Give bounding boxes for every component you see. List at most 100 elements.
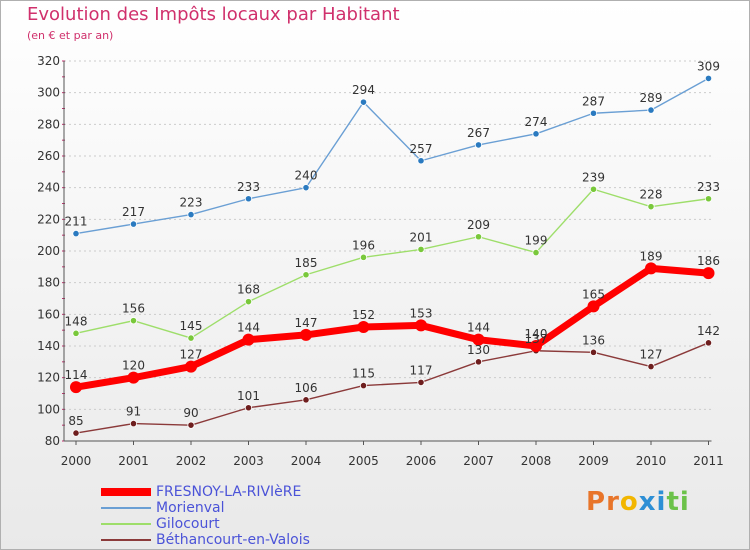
x-tick-label: 2001 [118,454,149,468]
data-point [357,321,370,333]
data-label: 127 [180,348,203,362]
data-point [704,195,713,203]
data-point [300,328,312,341]
data-point [704,339,713,347]
legend-swatch [101,507,151,509]
data-label: 168 [237,283,260,297]
chart-title: Evolution des Impôts locaux par Habitant [27,4,400,25]
series-line [75,264,709,391]
x-tick-label: 2007 [463,454,494,468]
data-point [72,229,80,238]
data-label: 127 [640,348,663,362]
data-label: 201 [410,230,433,244]
data-point [647,203,655,211]
legend-label: Morienval [156,500,225,516]
logo-letter: i [679,487,690,517]
data-point [244,404,253,412]
y-tick-label: 160 [37,307,60,321]
data-label: 106 [295,381,318,395]
data-label: 189 [640,249,663,263]
data-label: 147 [295,316,318,330]
data-label: 267 [467,126,490,140]
data-label: 85 [68,414,83,428]
logo-letter: r [606,487,620,517]
data-point [530,340,542,352]
legend-swatch [101,523,151,525]
data-point [647,362,655,371]
legend-label: Béthancourt-en-Valois [156,532,310,548]
legend-swatch [101,488,151,496]
data-label: 185 [295,256,318,270]
data-label: 233 [237,180,260,194]
data-label: 196 [352,238,375,252]
data-point [417,245,425,254]
x-tick-label: 2003 [233,454,264,468]
data-label: 137 [525,332,548,346]
data-point [187,210,195,219]
data-label: 115 [352,367,375,381]
data-label: 153 [410,306,433,320]
data-label: 91 [126,405,141,419]
data-point [417,378,425,387]
data-point [129,419,138,428]
data-point [472,333,485,346]
chart-subtitle: (en € et par an) [27,29,114,42]
series-line [75,188,709,339]
y-tick-label: 300 [37,86,60,100]
data-label: 140 [525,327,548,341]
x-tick-label: 2008 [521,454,552,468]
proxiti-logo: Proxiti [586,487,690,517]
series-line [75,77,709,235]
y-tick-label: 100 [37,402,60,416]
data-label: 240 [295,169,318,183]
data-point [244,195,253,203]
data-point [244,298,253,306]
data-point [185,360,197,373]
data-point [129,220,138,228]
data-label: 148 [65,314,88,328]
data-point [72,329,80,337]
data-label: 156 [122,302,145,316]
data-label: 287 [582,94,605,108]
data-point [187,421,195,429]
data-label: 186 [697,254,720,268]
series-lines [70,74,715,437]
data-label: 257 [410,142,433,156]
data-labels: 114 120 127 144 147 152 153 144 140 165 189 186 211 2… [65,59,720,428]
data-point [417,157,425,165]
logo-letter: o [619,487,639,517]
y-tick-label: 80 [45,434,60,448]
data-label: 274 [525,115,548,129]
y-tick-label: 180 [37,276,60,290]
axes [62,60,712,445]
data-point [645,262,657,275]
y-tick-label: 240 [37,181,60,195]
data-label: 144 [467,321,490,335]
data-point [302,184,310,192]
data-point [302,271,310,279]
x-tick-label: 2004 [291,454,322,468]
legend-label: Gilocourt [156,516,220,532]
data-point [359,253,368,261]
data-label: 199 [525,234,548,248]
x-tick-label: 2005 [348,454,379,468]
data-point [532,248,540,257]
data-point [187,334,195,342]
y-tick-label: 280 [37,117,60,131]
data-point [704,74,713,83]
logo-letter: P [586,487,607,517]
data-label: 289 [640,91,663,105]
x-tick-label: 2002 [176,454,207,468]
data-label: 114 [65,368,88,382]
x-tick-label: 2009 [578,454,609,468]
logo-letter: t [666,487,680,517]
data-label: 152 [352,308,375,322]
logo-letter: x [638,487,657,517]
data-point [647,106,655,114]
data-point [474,141,483,149]
data-label: 117 [410,363,433,377]
data-point [127,371,140,384]
data-label: 165 [582,287,605,301]
data-label: 209 [467,218,490,232]
